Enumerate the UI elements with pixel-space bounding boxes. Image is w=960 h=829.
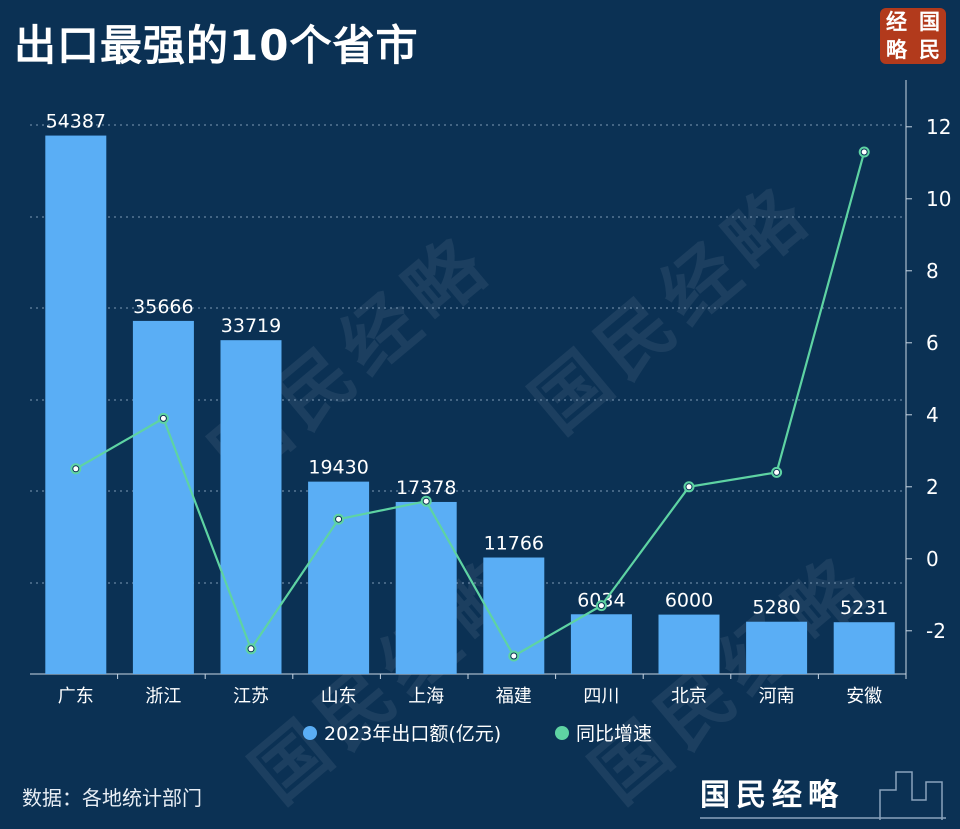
logo-char: 国 bbox=[919, 9, 940, 34]
bar-value-label: 54387 bbox=[46, 111, 106, 133]
bar-value-label: 19430 bbox=[308, 457, 368, 479]
x-axis-tick-label: 河南 bbox=[759, 686, 795, 707]
x-axis-tick-label: 福建 bbox=[496, 686, 532, 707]
growth-point-center bbox=[336, 516, 342, 522]
bar bbox=[833, 622, 895, 674]
bar bbox=[132, 320, 194, 674]
growth-point-center bbox=[511, 653, 517, 659]
x-axis-tick-label: 山东 bbox=[321, 686, 357, 707]
bar bbox=[45, 135, 107, 674]
x-axis-tick-label: 浙江 bbox=[145, 686, 181, 707]
legend-marker-bar bbox=[303, 726, 317, 740]
logo-char: 略 bbox=[886, 37, 907, 62]
logo-char: 经 bbox=[886, 9, 907, 34]
right-axis-tick-label: 2 bbox=[926, 475, 939, 499]
x-axis-tick-label: 广东 bbox=[58, 686, 94, 707]
growth-point-center bbox=[423, 498, 429, 504]
legend-label-line: 同比增速 bbox=[576, 723, 652, 745]
bar-value-label: 5231 bbox=[840, 597, 888, 619]
right-axis-tick-label: 4 bbox=[926, 403, 939, 427]
right-axis-tick-label: 12 bbox=[926, 115, 951, 139]
right-axis-tick-label: -2 bbox=[926, 619, 946, 643]
legend-label-bar: 2023年出口额(亿元) bbox=[324, 723, 501, 745]
bottom-brand: 国民经略 bbox=[700, 778, 844, 813]
growth-line bbox=[75, 151, 866, 658]
right-axis-tick-label: 6 bbox=[926, 331, 939, 355]
building-outline-icon bbox=[879, 771, 943, 820]
bar-value-label: 17378 bbox=[396, 477, 456, 499]
growth-point-center bbox=[861, 149, 867, 155]
bar-value-label: 5280 bbox=[752, 597, 800, 619]
growth-point-center bbox=[160, 415, 166, 421]
bar bbox=[308, 481, 370, 674]
bar-value-label: 11766 bbox=[484, 533, 544, 555]
legend-marker-line bbox=[555, 726, 569, 740]
data-source: 数据：各地统计部门 bbox=[22, 786, 202, 810]
chart-title: 出口最强的10个省市 bbox=[14, 21, 419, 70]
right-axis-tick-label: 10 bbox=[926, 187, 951, 211]
bar-value-label: 6000 bbox=[665, 590, 713, 612]
right-axis-tick-label: 8 bbox=[926, 259, 939, 283]
bar bbox=[658, 614, 720, 674]
growth-point-center bbox=[686, 484, 692, 490]
bar-value-label: 33719 bbox=[221, 315, 281, 337]
right-axis-tick-label: 0 bbox=[926, 547, 939, 571]
bar bbox=[395, 501, 457, 674]
x-axis-tick-label: 北京 bbox=[671, 686, 707, 707]
bar bbox=[220, 340, 282, 674]
x-axis-tick-label: 安徽 bbox=[846, 686, 882, 707]
x-axis-tick-label: 上海 bbox=[408, 686, 444, 707]
brand-logo: 经 国 略 民 bbox=[880, 8, 946, 64]
logo-char: 民 bbox=[919, 37, 940, 62]
growth-point-center bbox=[598, 603, 604, 609]
growth-point-center bbox=[73, 466, 79, 472]
bar bbox=[746, 621, 808, 674]
growth-point-center bbox=[774, 469, 780, 475]
bar bbox=[570, 614, 632, 674]
x-axis-tick-label: 四川 bbox=[583, 686, 619, 707]
x-axis-tick-label: 江苏 bbox=[233, 686, 269, 707]
growth-point-center bbox=[248, 646, 254, 652]
bar-value-label: 35666 bbox=[133, 296, 193, 318]
